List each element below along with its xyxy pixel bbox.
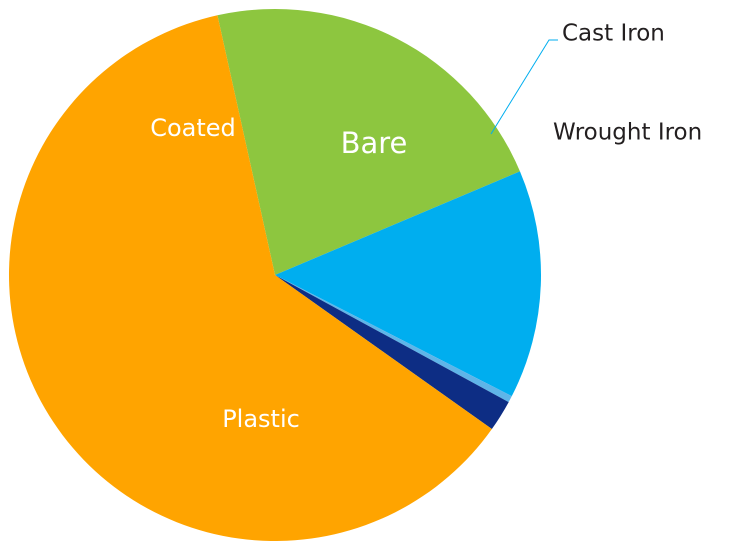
slice-label-bare: Bare <box>341 126 408 160</box>
pie-slice-coated <box>217 9 520 276</box>
leader-line-cast-iron <box>490 39 558 135</box>
pie-slice-bare <box>275 171 541 397</box>
slice-label-plastic: Plastic <box>222 405 300 433</box>
slice-label-cast-iron: Cast Iron <box>562 21 665 47</box>
slice-label-coated: Coated <box>150 114 236 142</box>
pie-slice-plastic <box>9 15 492 541</box>
slice-label-wrought-iron: Wrought Iron <box>553 120 702 146</box>
pie-slices <box>9 9 541 541</box>
pie-slice-cast-iron <box>275 275 512 403</box>
slice-labels: Coated Bare Cast Iron Wrought Iron Plastic <box>150 21 702 434</box>
leader-lines <box>490 39 558 135</box>
pie-slice-wrought-iron <box>275 275 509 430</box>
